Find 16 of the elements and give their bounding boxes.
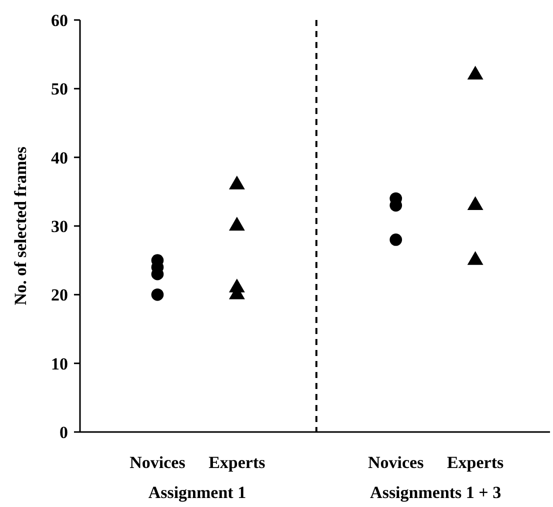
y-tick-label: 0 <box>60 422 68 442</box>
text: Assignments 1 + 3 <box>370 483 502 502</box>
y-axis-title: No. of selected frames <box>11 146 30 306</box>
y-tick-label: 20 <box>51 286 68 305</box>
x-tick-label: Experts <box>446 453 504 472</box>
point <box>151 288 164 301</box>
y-tick-label: 60 <box>51 10 68 30</box>
x-tick-label: Experts <box>208 453 266 472</box>
text: Assignment 1 <box>148 483 246 502</box>
x-tick-label: Novices <box>368 453 424 472</box>
y-tick-label: 50 <box>51 80 68 99</box>
point <box>390 234 402 246</box>
x-tick-label: Novices <box>130 453 186 472</box>
y-tick-label: 10 <box>51 354 68 374</box>
y-tick-label: 30 <box>51 216 68 236</box>
y-tick-label: 40 <box>51 148 68 168</box>
